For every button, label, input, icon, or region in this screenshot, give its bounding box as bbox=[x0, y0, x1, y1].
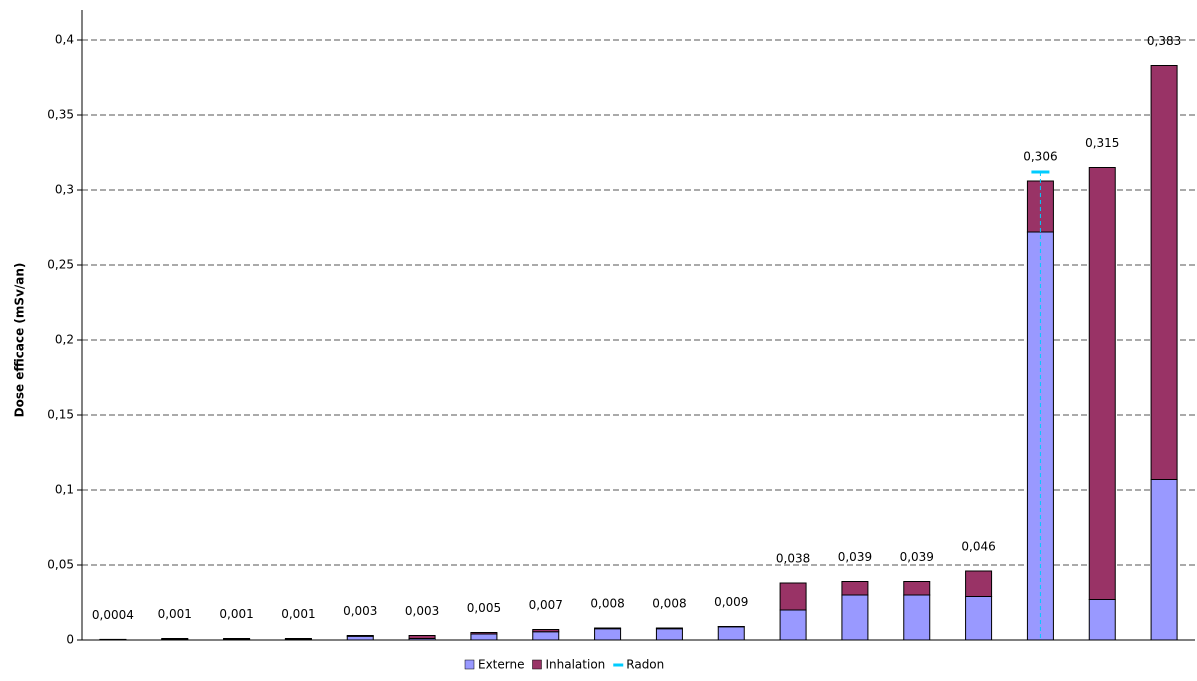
bar-segment bbox=[842, 595, 868, 640]
total-label: 0,007 bbox=[529, 598, 563, 612]
total-label: 0,003 bbox=[405, 604, 439, 618]
bar-segment bbox=[904, 582, 930, 596]
bar-segment bbox=[347, 636, 373, 640]
total-label: 0,001 bbox=[281, 607, 315, 621]
total-label: 0,009 bbox=[714, 595, 748, 609]
y-tick-label: 0,2 bbox=[55, 333, 74, 347]
bar-segment bbox=[780, 583, 806, 610]
legend-label: Radon bbox=[626, 658, 664, 672]
bar-segment bbox=[471, 633, 497, 635]
bar-segment bbox=[1151, 66, 1177, 480]
legend-swatch bbox=[465, 660, 474, 669]
bar-segment bbox=[285, 639, 311, 640]
y-tick-label: 0,15 bbox=[47, 408, 74, 422]
total-label: 0,039 bbox=[838, 550, 872, 564]
total-label: 0,008 bbox=[590, 597, 624, 611]
y-tick-label: 0,25 bbox=[47, 258, 74, 272]
total-label: 0,039 bbox=[900, 550, 934, 564]
bar-segment bbox=[780, 610, 806, 640]
bar-segment bbox=[347, 636, 373, 637]
total-label: 0,315 bbox=[1085, 136, 1119, 150]
bar-segment bbox=[904, 595, 930, 640]
total-label: 0,038 bbox=[776, 552, 810, 566]
total-label: 0,001 bbox=[219, 607, 253, 621]
bar-segment bbox=[533, 632, 559, 640]
legend-swatch bbox=[532, 660, 541, 669]
bar-segment bbox=[966, 571, 992, 597]
y-tick-label: 0 bbox=[66, 633, 74, 647]
total-label: 0,003 bbox=[343, 604, 377, 618]
bar-segment bbox=[718, 627, 744, 640]
total-label: 0,005 bbox=[467, 601, 501, 615]
total-label: 0,008 bbox=[652, 597, 686, 611]
y-tick-label: 0,1 bbox=[55, 483, 74, 497]
y-tick-label: 0,3 bbox=[55, 183, 74, 197]
bar-segment bbox=[966, 597, 992, 641]
y-tick-label: 0,35 bbox=[47, 108, 74, 122]
total-label: 0,0004 bbox=[92, 608, 134, 622]
bar-segment bbox=[842, 582, 868, 596]
bar-segment bbox=[656, 628, 682, 629]
y-tick-label: 0,4 bbox=[55, 33, 74, 47]
y-tick-label: 0,05 bbox=[47, 558, 74, 572]
bar-segment bbox=[1089, 168, 1115, 600]
bar-segment bbox=[595, 629, 621, 640]
bar-segment bbox=[533, 630, 559, 632]
bar-segment bbox=[656, 629, 682, 640]
total-label: 0,383 bbox=[1147, 34, 1181, 48]
total-label: 0,306 bbox=[1023, 150, 1057, 164]
bar-segment bbox=[162, 639, 188, 640]
total-label: 0,001 bbox=[158, 607, 192, 621]
bar-segment bbox=[595, 628, 621, 629]
bar-segment bbox=[1151, 480, 1177, 641]
legend-label: Inhalation bbox=[545, 658, 605, 672]
bar-segment bbox=[1089, 600, 1115, 641]
y-axis-label: Dose efficace (mSv/an) bbox=[13, 263, 27, 418]
bar-segment bbox=[409, 636, 435, 639]
legend-label: Externe bbox=[478, 658, 524, 672]
bar-segment bbox=[471, 634, 497, 640]
bar-segment bbox=[224, 639, 250, 640]
total-label: 0,046 bbox=[961, 540, 995, 554]
